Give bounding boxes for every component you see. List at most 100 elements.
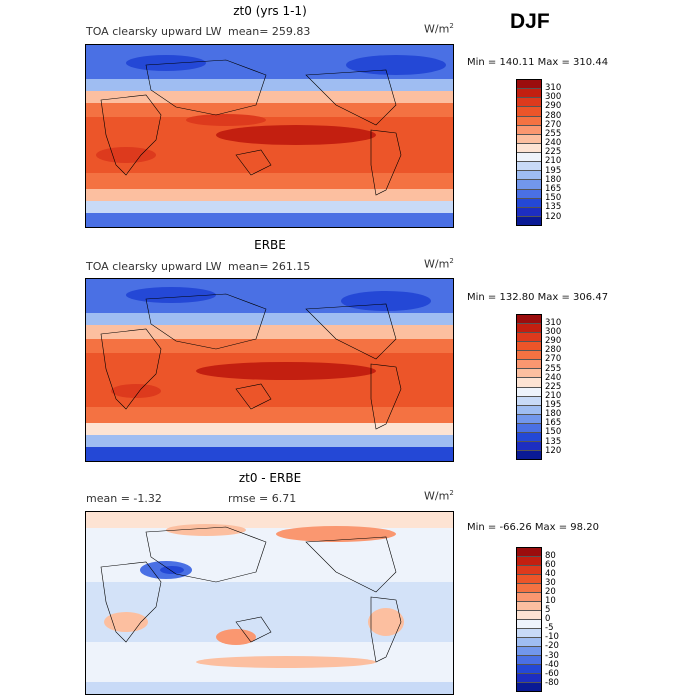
colorbar-tick-label: 255 bbox=[545, 363, 562, 374]
colorbar-swatch bbox=[517, 171, 541, 181]
colorbar-swatch bbox=[517, 575, 541, 584]
colorbar-swatch bbox=[517, 207, 541, 217]
colorbar-tick-label: 270 bbox=[545, 354, 562, 365]
colorbar-swatch bbox=[517, 647, 541, 656]
colorbar-swatch bbox=[517, 342, 541, 352]
colorbar-tick-label: -40 bbox=[545, 659, 559, 670]
colorbar-swatch bbox=[517, 584, 541, 593]
colorbar-tick-label: 290 bbox=[545, 336, 562, 347]
colorbar-swatch bbox=[517, 557, 541, 566]
colorbar-tick-label: 280 bbox=[545, 110, 562, 121]
colorbar-tick-label: 195 bbox=[545, 400, 562, 410]
colorbar-swatch bbox=[517, 180, 541, 190]
colorbar-swatch bbox=[517, 611, 541, 620]
panel-1-title: zt0 (yrs 1-1) bbox=[233, 4, 307, 18]
colorbar-swatch bbox=[517, 602, 541, 611]
colorbar-tick-label: 150 bbox=[545, 193, 562, 204]
colorbar-tick-label: -20 bbox=[545, 641, 559, 652]
colorbar-swatch bbox=[517, 153, 541, 163]
colorbar-tick-label: 300 bbox=[545, 327, 562, 337]
panel-3-map-field bbox=[86, 512, 453, 694]
colorbar-tick-label: 255 bbox=[545, 128, 562, 139]
panel-3-mean: mean = -1.32 bbox=[86, 492, 162, 505]
panel-2-colorbar bbox=[516, 314, 542, 460]
colorbar-tick-label: 310 bbox=[545, 82, 562, 93]
colorbar-swatch bbox=[517, 360, 541, 370]
colorbar-swatch bbox=[517, 80, 541, 90]
colorbar-tick-label: -30 bbox=[545, 650, 559, 661]
colorbar-tick-label: 10 bbox=[545, 596, 556, 607]
colorbar-tick-label: 80 bbox=[545, 550, 556, 561]
colorbar-tick-label: 150 bbox=[545, 427, 562, 438]
colorbar-swatch bbox=[517, 548, 541, 557]
colorbar-tick-label: 165 bbox=[545, 184, 562, 194]
colorbar-swatch bbox=[517, 593, 541, 602]
colorbar-swatch bbox=[517, 98, 541, 108]
colorbar-swatch bbox=[517, 450, 541, 459]
colorbar-swatch bbox=[517, 369, 541, 379]
colorbar-swatch bbox=[517, 674, 541, 683]
colorbar-swatch bbox=[517, 116, 541, 126]
colorbar-swatch bbox=[517, 143, 541, 153]
colorbar-swatch bbox=[517, 198, 541, 208]
colorbar-tick-label: 300 bbox=[545, 92, 562, 103]
colorbar-tick-label: 310 bbox=[545, 317, 562, 328]
panel-3-map bbox=[85, 511, 454, 695]
colorbar-swatch bbox=[517, 656, 541, 665]
colorbar-tick-label: 60 bbox=[545, 559, 556, 570]
panel-3-minmax: Min = -66.26 Max = 98.20 bbox=[467, 522, 599, 533]
colorbar-swatch bbox=[517, 396, 541, 406]
panel-1-colorbar-labels: 310 300 290 280 270 255 240 225 210 195 180 165 150 1… bbox=[545, 79, 561, 221]
season-label: DJF bbox=[510, 10, 550, 33]
panel-1-mean: mean= 259.83 bbox=[228, 25, 311, 38]
panel-1-units: W/m2 bbox=[424, 22, 454, 36]
panel-2-map bbox=[85, 278, 454, 462]
panel-3-title: zt0 - ERBE bbox=[238, 471, 302, 485]
colorbar-swatch bbox=[517, 387, 541, 397]
panel-1-map bbox=[85, 44, 454, 228]
colorbar-tick-label: -10 bbox=[545, 632, 559, 643]
panel-1-colorbar bbox=[516, 79, 542, 226]
colorbar-swatch bbox=[517, 620, 541, 629]
colorbar-swatch bbox=[517, 333, 541, 343]
colorbar-swatch bbox=[517, 378, 541, 388]
panel-3-colorbar-labels: 80 60 40 30 20 10 5 0 -5 -10 -20 -30 -40 -60 -80 bbox=[545, 547, 559, 687]
panel-1-field-label: TOA clearsky upward LW bbox=[86, 25, 222, 38]
colorbar-swatch bbox=[517, 629, 541, 638]
colorbar-tick-label: 135 bbox=[545, 202, 562, 213]
colorbar-swatch bbox=[517, 125, 541, 135]
colorbar-tick-label: 210 bbox=[545, 390, 562, 401]
colorbar-tick-label: 0 bbox=[545, 614, 551, 625]
panel-3-units: W/m2 bbox=[424, 489, 454, 503]
colorbar-swatch bbox=[517, 405, 541, 415]
panel-2-mean: mean= 261.15 bbox=[228, 260, 311, 273]
colorbar-swatch bbox=[517, 441, 541, 451]
colorbar-tick-label: 120 bbox=[545, 211, 562, 222]
colorbar-tick-label: 280 bbox=[545, 345, 562, 356]
colorbar-tick-label: 270 bbox=[545, 119, 562, 130]
colorbar-tick-label: 5 bbox=[545, 605, 551, 616]
colorbar-swatch bbox=[517, 315, 541, 325]
colorbar-tick-label: 120 bbox=[545, 445, 562, 456]
panel-2-field-label: TOA clearsky upward LW bbox=[86, 260, 222, 273]
colorbar-swatch bbox=[517, 134, 541, 144]
colorbar-tick-label: 225 bbox=[545, 147, 562, 158]
colorbar-swatch bbox=[517, 638, 541, 647]
colorbar-swatch bbox=[517, 107, 541, 117]
colorbar-tick-label: 180 bbox=[545, 174, 562, 185]
colorbar-swatch bbox=[517, 162, 541, 172]
colorbar-swatch bbox=[517, 189, 541, 199]
panel-2-map-field bbox=[86, 279, 453, 461]
colorbar-swatch bbox=[517, 423, 541, 433]
colorbar-swatch bbox=[517, 665, 541, 674]
colorbar-tick-label: -80 bbox=[545, 677, 559, 688]
panel-2-colorbar-labels: 310 300 290 280 270 255 240 225 210 195 180 165 150 1… bbox=[545, 314, 561, 455]
colorbar-tick-label: 30 bbox=[545, 578, 556, 588]
colorbar-swatch bbox=[517, 566, 541, 575]
colorbar-tick-label: 225 bbox=[545, 381, 562, 392]
colorbar-tick-label: 20 bbox=[545, 587, 556, 598]
colorbar-tick-label: 290 bbox=[545, 101, 562, 112]
colorbar-swatch bbox=[517, 216, 541, 225]
colorbar-swatch bbox=[517, 683, 541, 691]
colorbar-tick-label: 165 bbox=[545, 418, 562, 429]
